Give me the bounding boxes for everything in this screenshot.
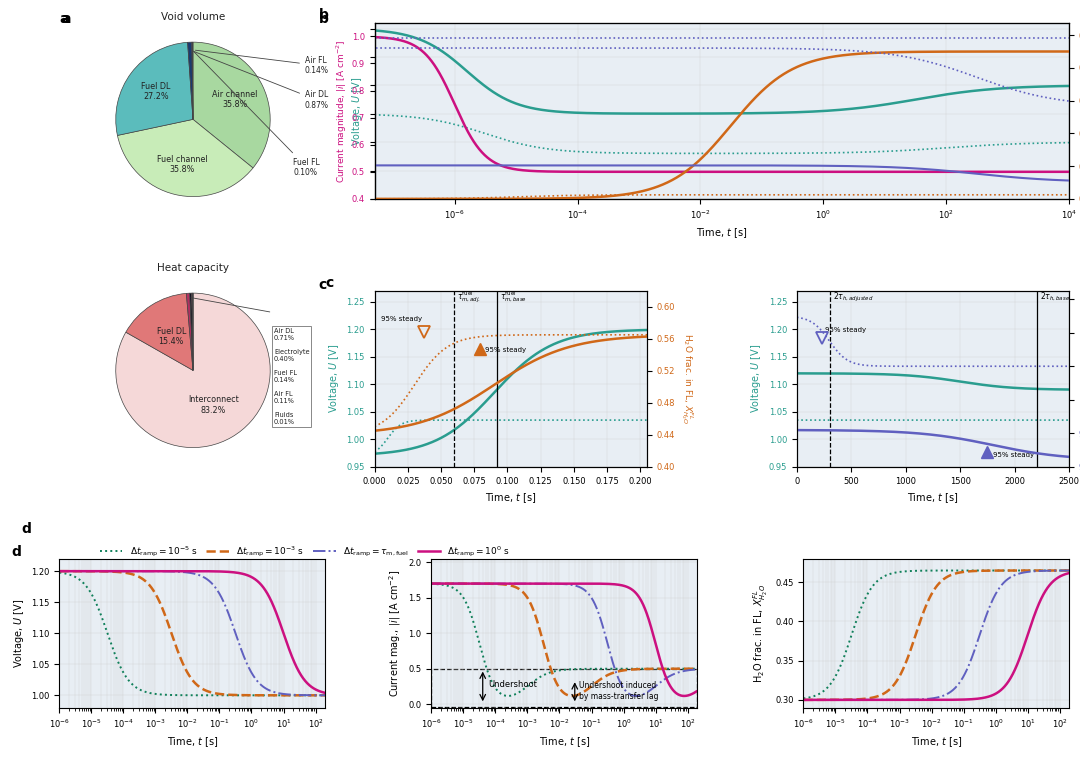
Text: a: a bbox=[62, 12, 71, 26]
Y-axis label: Current magnitude, $|i|$ [A cm$^{-2}$]: Current magnitude, $|i|$ [A cm$^{-2}$] bbox=[335, 39, 349, 183]
Text: b: b bbox=[319, 12, 328, 26]
Text: c: c bbox=[319, 279, 327, 292]
Y-axis label: H$_2$O frac. in FL, $X^{FL}_{H_2O}$: H$_2$O frac. in FL, $X^{FL}_{H_2O}$ bbox=[752, 584, 770, 683]
Text: $\tau^\mathrm{fuel}_{m,adj.}$: $\tau^\mathrm{fuel}_{m,adj.}$ bbox=[457, 289, 481, 304]
X-axis label: Time, $t$ [s]: Time, $t$ [s] bbox=[166, 735, 218, 750]
X-axis label: Time, $t$ [s]: Time, $t$ [s] bbox=[697, 227, 747, 240]
Text: Fuel channel
35.8%: Fuel channel 35.8% bbox=[157, 154, 207, 174]
Text: Undershoot induced
by mass-transfer lag: Undershoot induced by mass-transfer lag bbox=[579, 681, 659, 701]
Y-axis label: Voltage, $U$ [V]: Voltage, $U$ [V] bbox=[750, 344, 764, 413]
Wedge shape bbox=[118, 119, 253, 196]
X-axis label: Time, $t$ [s]: Time, $t$ [s] bbox=[910, 735, 962, 750]
Text: Air channel
35.8%: Air channel 35.8% bbox=[212, 90, 257, 109]
Wedge shape bbox=[190, 293, 193, 371]
Wedge shape bbox=[192, 42, 193, 119]
Text: 95% steady: 95% steady bbox=[993, 452, 1034, 458]
Text: Air FL
0.14%: Air FL 0.14% bbox=[195, 50, 329, 75]
Text: d: d bbox=[22, 522, 31, 536]
Text: $2\tau_{h,adjusted}$: $2\tau_{h,adjusted}$ bbox=[833, 291, 874, 304]
Text: Interconnect
83.2%: Interconnect 83.2% bbox=[188, 396, 239, 415]
Bar bbox=[431, 669, 698, 707]
X-axis label: Time, $t$ [s]: Time, $t$ [s] bbox=[907, 491, 959, 505]
Title: Void volume: Void volume bbox=[161, 12, 225, 22]
Text: Fuel FL
0.10%: Fuel FL 0.10% bbox=[194, 52, 320, 177]
Text: Fuel DL
27.2%: Fuel DL 27.2% bbox=[141, 81, 171, 101]
Wedge shape bbox=[116, 293, 270, 447]
X-axis label: Time, $t$ [s]: Time, $t$ [s] bbox=[485, 491, 537, 505]
Text: $\tau^\mathrm{fuel}_{m,base}$: $\tau^\mathrm{fuel}_{m,base}$ bbox=[500, 289, 527, 304]
Y-axis label: Current mag., $|i|$ [A cm$^{-2}$]: Current mag., $|i|$ [A cm$^{-2}$] bbox=[388, 569, 403, 697]
Text: 95% steady: 95% steady bbox=[485, 348, 526, 353]
Wedge shape bbox=[193, 42, 270, 168]
Y-axis label: Voltage, $U$ [V]: Voltage, $U$ [V] bbox=[327, 344, 341, 413]
Text: Air DL
0.87%: Air DL 0.87% bbox=[192, 51, 329, 110]
Text: Fuel DL
15.4%: Fuel DL 15.4% bbox=[157, 326, 186, 346]
Text: c: c bbox=[325, 276, 334, 290]
Wedge shape bbox=[188, 42, 193, 119]
Wedge shape bbox=[187, 293, 193, 371]
Y-axis label: Voltage, $U$ [V]: Voltage, $U$ [V] bbox=[12, 599, 26, 668]
Text: b: b bbox=[319, 8, 329, 22]
Y-axis label: Voltage, $U$ [V]: Voltage, $U$ [V] bbox=[350, 76, 364, 145]
Legend: $\Delta t_\mathrm{ramp}=10^{-5}$ s, $\Delta t_\mathrm{ramp}=10^{-3}$ s, $\Delta : $\Delta t_\mathrm{ramp}=10^{-5}$ s, $\De… bbox=[96, 541, 513, 562]
Y-axis label: H$_2$O frac. in FL, $X^{FL}_{H_2O}$: H$_2$O frac. in FL, $X^{FL}_{H_2O}$ bbox=[678, 333, 694, 425]
Text: 95% steady: 95% steady bbox=[825, 327, 866, 333]
Title: Heat capacity: Heat capacity bbox=[157, 263, 229, 273]
Text: $2\tau_{h,base}$: $2\tau_{h,base}$ bbox=[1040, 291, 1070, 303]
X-axis label: Time, $t$ [s]: Time, $t$ [s] bbox=[539, 735, 590, 750]
Text: Undershoot: Undershoot bbox=[488, 680, 537, 689]
Wedge shape bbox=[192, 293, 193, 371]
Text: d: d bbox=[12, 545, 22, 559]
Text: 95% steady: 95% steady bbox=[381, 316, 422, 322]
Text: a: a bbox=[59, 12, 69, 26]
Text: Air DL
0.71%

Electrolyte
0.40%

Fuel FL
0.14%

Air FL
0.11%

Fluids
0.01%: Air DL 0.71% Electrolyte 0.40% Fuel FL 0… bbox=[274, 328, 310, 425]
Wedge shape bbox=[116, 43, 193, 135]
Wedge shape bbox=[126, 294, 193, 371]
